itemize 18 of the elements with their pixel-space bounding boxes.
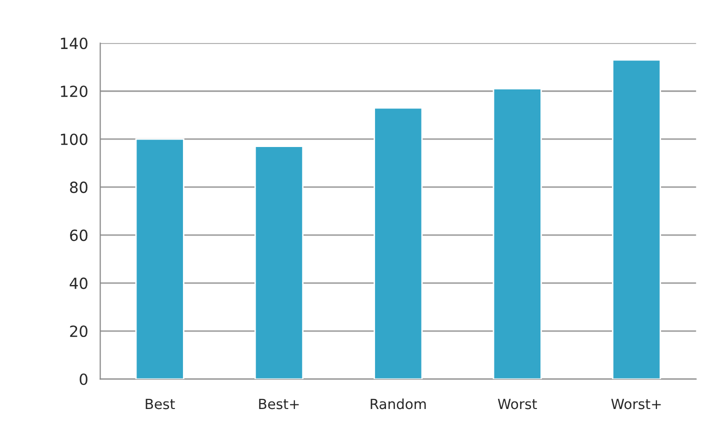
y-tick-label: 0 [80, 373, 88, 386]
bar [374, 107, 423, 380]
y-tick-label: 60 [70, 230, 88, 242]
y-tick-label: 100 [60, 134, 88, 146]
bar [612, 59, 662, 380]
y-tick-label: 120 [60, 86, 88, 98]
y-tick-label: 140 [60, 38, 88, 50]
bar [492, 88, 542, 380]
x-tick-label: Random [370, 398, 426, 410]
bar [254, 146, 304, 380]
y-tick-label: 40 [70, 278, 88, 290]
x-tick-label: Best+ [259, 398, 299, 410]
x-tick-label: Worst [498, 398, 537, 410]
bar [135, 138, 184, 380]
y-tick-label: 20 [70, 325, 88, 338]
y-tick-label: 80 [70, 182, 88, 194]
x-tick-label: Best [146, 398, 175, 410]
x-tick-label: Worst+ [611, 398, 661, 410]
